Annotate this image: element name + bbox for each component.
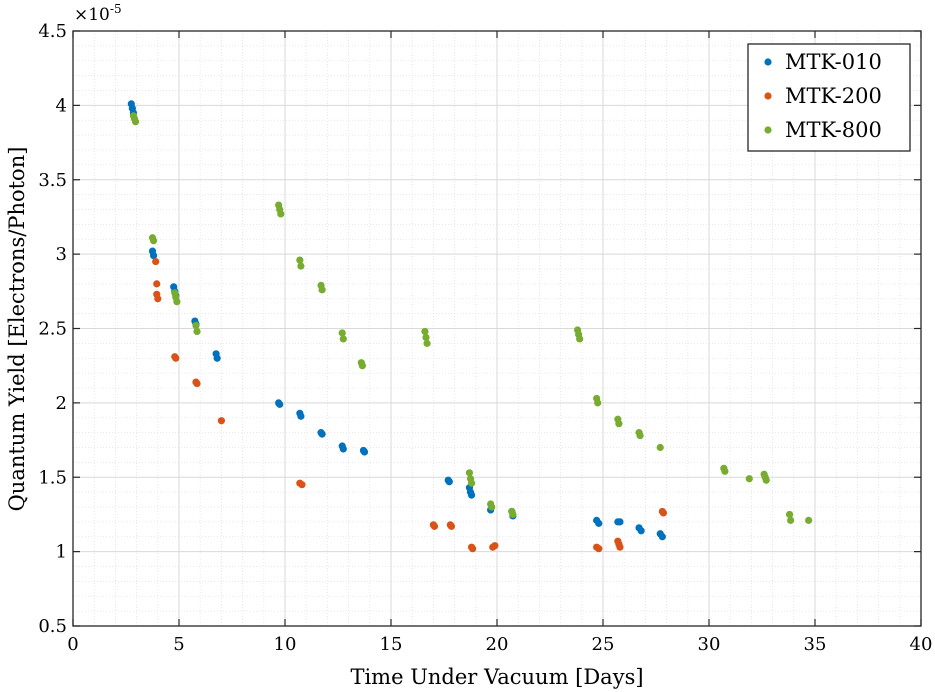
data-point <box>422 333 430 342</box>
data-point <box>192 321 200 330</box>
legend-label-mtk-010: MTK-010 <box>785 50 882 74</box>
data-point <box>149 237 158 245</box>
data-point <box>358 362 366 370</box>
x-tick-label: 10 <box>274 634 297 655</box>
data-point <box>296 256 304 264</box>
legend-box <box>747 43 911 152</box>
data-point <box>277 210 285 218</box>
legend-label-mtk-200: MTK-200 <box>785 84 882 108</box>
y-multiplier-base: ×10 <box>74 5 110 25</box>
data-point <box>152 257 160 266</box>
data-point <box>787 516 795 524</box>
data-point <box>762 476 770 484</box>
data-point <box>338 329 346 337</box>
y-tick-label: 2 <box>56 393 67 414</box>
legend-marker-mtk-200 <box>764 92 772 100</box>
data-point <box>297 262 305 270</box>
data-point <box>430 522 439 530</box>
data-point <box>659 509 668 517</box>
legend: MTK-010 MTK-200 MTK-800 <box>747 43 911 152</box>
y-tick-label: 1 <box>56 542 67 563</box>
y-tick-label: 4.5 <box>38 21 67 42</box>
x-tick-label: 25 <box>592 634 615 655</box>
data-point <box>488 503 496 511</box>
data-point <box>217 417 225 425</box>
series-mtk-800 <box>129 112 813 524</box>
data-point <box>785 510 794 519</box>
y-multiplier: ×10-5 <box>74 2 122 25</box>
data-point <box>173 298 181 306</box>
data-point <box>193 327 201 336</box>
x-tick-label: 20 <box>486 634 509 655</box>
x-tick-label: 0 <box>67 634 78 655</box>
y-tick-label: 2.5 <box>38 319 67 340</box>
y-multiplier-exponent: -5 <box>110 2 122 16</box>
data-point <box>213 354 221 362</box>
data-point <box>276 400 284 408</box>
data-point <box>318 430 326 438</box>
data-point <box>616 518 624 526</box>
data-point <box>318 286 326 294</box>
data-point <box>298 481 306 489</box>
data-point <box>445 478 453 486</box>
data-point <box>805 516 813 524</box>
x-tick-label: 5 <box>173 634 184 655</box>
legend-marker-mtk-800 <box>764 126 772 134</box>
data-point <box>595 545 603 553</box>
data-point <box>193 379 201 388</box>
data-point <box>339 445 347 453</box>
data-point <box>594 399 602 407</box>
data-point <box>447 522 456 530</box>
series-mtk-200 <box>152 257 668 553</box>
y-tick-label: 0.5 <box>38 616 67 637</box>
data-point <box>467 491 476 499</box>
y-tick-label: 4 <box>56 95 67 116</box>
data-point <box>421 327 429 336</box>
data-point <box>636 432 644 440</box>
x-axis-label: Time Under Vacuum [Days] <box>350 665 643 689</box>
data-point <box>658 533 666 541</box>
data-point <box>131 118 140 126</box>
data-point <box>595 519 603 527</box>
data-point <box>465 469 474 477</box>
data-point <box>637 527 645 535</box>
data-points <box>127 100 813 553</box>
data-point <box>149 252 158 260</box>
data-point <box>491 542 499 550</box>
x-tick-label: 35 <box>804 634 827 655</box>
data-point <box>615 420 623 428</box>
data-point <box>467 479 476 487</box>
data-point <box>469 545 477 553</box>
data-point <box>721 467 729 475</box>
legend-label-mtk-800: MTK-800 <box>785 118 882 142</box>
series-mtk-010 <box>127 100 666 541</box>
data-point <box>153 280 161 288</box>
x-tick-label: 40 <box>910 634 933 655</box>
y-axis-label: Quantum Yield [Electrons/Photon] <box>5 147 29 512</box>
legend-marker-mtk-010 <box>764 58 772 66</box>
data-point <box>576 335 584 343</box>
axis-ticks <box>72 30 922 627</box>
data-point <box>172 354 180 362</box>
data-point <box>745 475 753 483</box>
data-point <box>509 510 517 519</box>
x-tick-label: 15 <box>380 634 403 655</box>
data-point <box>154 295 162 303</box>
y-tick-label: 3.5 <box>38 170 67 191</box>
data-point <box>423 339 431 347</box>
tick-labels: 0 5 10 15 20 25 30 35 40 0.5 1 1.5 2 2.5 3 3.5 4 4.5 <box>38 21 932 655</box>
x-tick-label: 30 <box>698 634 721 655</box>
data-point <box>339 335 347 343</box>
data-point <box>360 448 369 456</box>
data-point <box>656 443 664 452</box>
y-tick-label: 1.5 <box>38 467 67 488</box>
data-point <box>616 543 624 551</box>
y-tick-label: 3 <box>56 244 67 265</box>
data-point <box>297 412 305 420</box>
